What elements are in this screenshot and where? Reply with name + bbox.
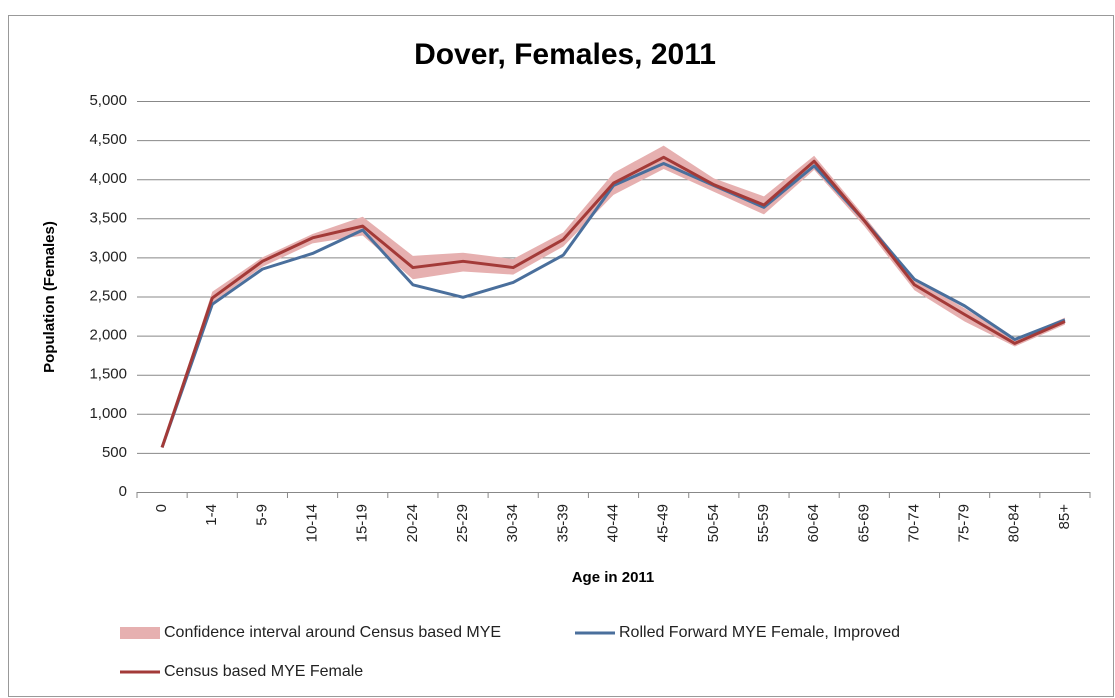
- series-line: [160, 155, 1066, 448]
- legend-label: Census based MYE Female: [164, 663, 363, 680]
- x-tick-label: 80-84: [1006, 504, 1023, 542]
- chart-title: Dover, Females, 2011: [414, 38, 716, 71]
- x-tick-label: 65-69: [855, 504, 872, 542]
- x-tick-label: 25-29: [454, 504, 471, 542]
- y-axis-title: Population (Females): [41, 221, 58, 373]
- y-tick-label: 500: [102, 444, 127, 461]
- x-tick-label: 60-64: [805, 504, 822, 542]
- legend-swatch: [120, 627, 160, 639]
- x-tick-label: 1-4: [203, 504, 220, 526]
- x-tick-label: 40-44: [604, 504, 621, 542]
- x-tick-label: 85+: [1056, 504, 1073, 530]
- y-tick-label: 4,000: [89, 170, 127, 187]
- y-tick-label: 0: [119, 483, 127, 500]
- x-axis-title: Age in 2011: [572, 569, 655, 586]
- x-tick-label: 45-49: [655, 504, 672, 542]
- x-tick-label: 0: [153, 504, 170, 512]
- x-tick-label: 10-14: [304, 504, 321, 542]
- y-tick-label: 2,500: [89, 287, 127, 304]
- y-tick-label: 4,500: [89, 131, 127, 148]
- x-tick-label: 75-79: [956, 504, 973, 542]
- x-tick-label: 20-24: [404, 504, 421, 542]
- x-tick-label: 70-74: [905, 504, 922, 542]
- x-tick-label: 50-54: [705, 504, 722, 542]
- y-tick-label: 3,500: [89, 209, 127, 226]
- y-tick-label: 1,500: [89, 366, 127, 383]
- y-tick-label: 2,000: [89, 327, 127, 344]
- series-line: [160, 162, 1066, 448]
- x-tick-label: 5-9: [253, 504, 270, 526]
- y-tick-label: 3,000: [89, 248, 127, 265]
- chart-frame: [8, 15, 1114, 697]
- x-tick-label: 35-39: [554, 504, 571, 542]
- legend-label: Rolled Forward MYE Female, Improved: [619, 624, 900, 641]
- legend-label: Confidence interval around Census based …: [164, 624, 501, 641]
- y-tick-label: 5,000: [89, 92, 127, 109]
- y-tick-label: 1,000: [89, 405, 127, 422]
- x-tick-label: 30-34: [504, 504, 521, 542]
- x-tick-label: 55-59: [755, 504, 772, 542]
- x-tick-label: 15-19: [354, 504, 371, 542]
